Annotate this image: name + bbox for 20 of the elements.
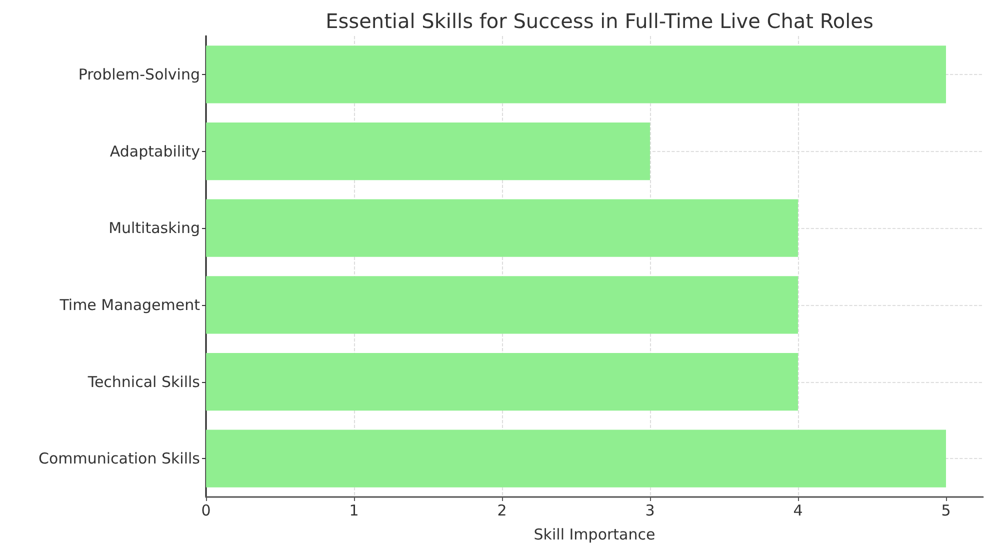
y-tick-label: Problem-Solving [78, 65, 200, 84]
bar [206, 46, 946, 104]
chart-title: Essential Skills for Success in Full-Time Live Chat Roles [326, 9, 874, 33]
y-tick-label: Technical Skills [86, 372, 200, 391]
x-tick-label: 0 [201, 502, 211, 520]
y-tick-label: Communication Skills [38, 450, 200, 468]
bar [206, 276, 798, 334]
bar [206, 122, 650, 180]
x-tick-label: 2 [497, 502, 507, 520]
bar [206, 430, 946, 488]
y-tick-label: Time Management [58, 296, 200, 314]
x-tick-label: 4 [793, 502, 803, 520]
x-tick-label: 5 [941, 502, 951, 520]
y-tick-label: Adaptability [110, 142, 200, 160]
y-tick-label: Multitasking [108, 219, 200, 238]
bar [206, 199, 798, 257]
x-axis-title: Skill Importance [534, 526, 656, 544]
bar [206, 352, 798, 411]
x-tick-label: 3 [645, 502, 655, 520]
x-tick-label: 1 [349, 502, 359, 520]
